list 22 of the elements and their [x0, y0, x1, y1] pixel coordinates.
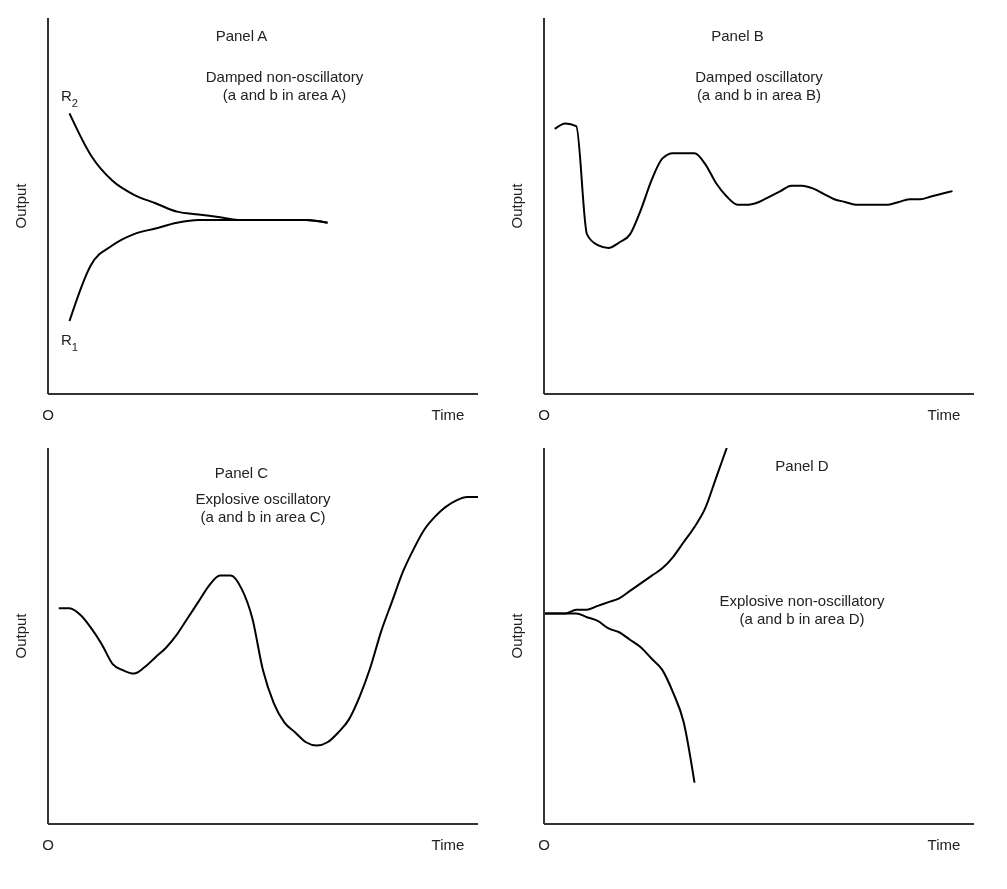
- y-axis-title: Output: [12, 182, 29, 229]
- x-axis-title: Time: [927, 406, 961, 423]
- series-label: R$_{2}$: [60, 87, 79, 110]
- x-axis-title: Time: [927, 836, 961, 853]
- chart-title: Panel C: [214, 464, 269, 482]
- chart-subtitle: Explosive oscillatory (a and b in area C): [195, 490, 332, 526]
- y-axis-title: Output: [12, 612, 29, 659]
- y-axis-title: Output: [508, 182, 525, 229]
- text: O: [42, 406, 54, 423]
- y-axis-title: Output: [508, 612, 525, 659]
- text: Panel D: [775, 456, 829, 474]
- series-label: R$_{1}$: [60, 331, 79, 354]
- chart-subtitle: Damped oscillatory (a and b in area B): [695, 67, 824, 103]
- text: O: [42, 836, 54, 853]
- x-axis-title: Time: [431, 406, 465, 423]
- chart-subtitle: Damped non-oscillatory (a and b in area A): [205, 67, 364, 103]
- x-axis-title: Time: [431, 836, 465, 853]
- chart-title: Panel B: [711, 26, 764, 44]
- text: Explosive non-oscillatory (a and b in area D): [719, 591, 886, 627]
- chart-title: Panel A: [215, 26, 268, 44]
- text: O: [538, 836, 550, 853]
- text: O: [538, 406, 550, 423]
